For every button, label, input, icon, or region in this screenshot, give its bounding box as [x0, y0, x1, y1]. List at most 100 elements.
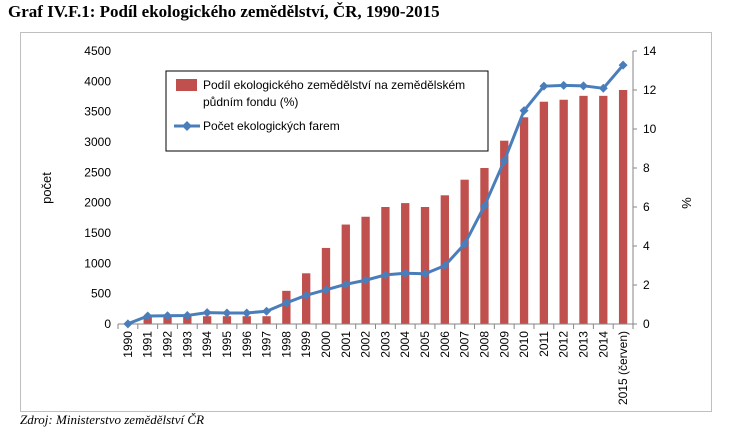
- line-point: [182, 310, 192, 320]
- right-axis-tick-label: 12: [643, 83, 657, 97]
- bar: [480, 168, 489, 324]
- left-axis-tick-label: 4000: [84, 74, 111, 88]
- right-axis-tick-label: 8: [643, 161, 650, 175]
- bar: [222, 316, 232, 324]
- x-axis-tick-label: 2002: [359, 331, 373, 358]
- bar: [579, 95, 588, 324]
- x-axis-tick-label: 1998: [279, 331, 293, 358]
- line-point: [321, 285, 331, 295]
- x-axis-tick-label: 2013: [576, 331, 590, 358]
- x-axis-tick-label: 1990: [121, 331, 135, 358]
- line-point: [400, 268, 410, 278]
- bar: [618, 90, 628, 324]
- bar: [262, 316, 271, 324]
- line-point: [578, 81, 588, 91]
- x-axis-tick-label: 1993: [180, 331, 194, 358]
- right-axis-tick-label: 2: [643, 278, 650, 292]
- bar: [539, 101, 549, 324]
- x-axis-tick-label: 2014: [596, 331, 610, 358]
- left-axis-tick-label: 1500: [84, 226, 111, 240]
- left-axis-tick-label: 0: [104, 317, 111, 331]
- bar: [401, 203, 410, 324]
- legend-bar-swatch: [176, 79, 197, 91]
- line-point: [202, 308, 212, 318]
- line-point: [123, 319, 133, 329]
- bar: [202, 316, 212, 324]
- chart-frame: 0 500 1000 1500 2000 2500 3000 3500 4000 4500 0 2 4 6…: [20, 32, 712, 412]
- line-point: [222, 308, 232, 318]
- bar: [282, 290, 291, 324]
- line-point: [539, 81, 549, 91]
- x-axis-tick-label: 2007: [458, 331, 472, 358]
- chart-svg: 0 500 1000 1500 2000 2500 3000 3500 4000 4500 0 2 4 6…: [39, 44, 694, 405]
- x-axis-tick-label: 2009: [497, 331, 511, 358]
- bar: [519, 117, 529, 324]
- bar: [183, 316, 192, 324]
- right-axis-tick-label: 6: [643, 200, 650, 214]
- bar: [599, 95, 608, 324]
- legend-line-label: Počet ekologických farem: [203, 119, 340, 133]
- x-axis-tick-label: 1991: [141, 331, 155, 358]
- legend-line-marker: [182, 121, 192, 131]
- x-axis-tick-label: 2008: [477, 331, 491, 358]
- x-axis-tick-label: 2006: [438, 331, 452, 358]
- left-axis-tick-label: 1000: [84, 256, 111, 270]
- left-axis-title: počet: [39, 172, 54, 204]
- legend-bar-label-line1: Podíl ekologického zemědělství na zemědě…: [203, 78, 465, 92]
- x-axis-tick-label: 1995: [220, 331, 234, 358]
- bar: [420, 207, 430, 324]
- bar: [559, 99, 568, 324]
- x-axis-tick-label: 1997: [260, 331, 274, 358]
- x-axis-tick-label: 1994: [200, 331, 214, 358]
- bar: [361, 216, 370, 324]
- line-point: [341, 279, 351, 289]
- line-point: [281, 298, 291, 308]
- left-axis-tick-label: 2500: [84, 165, 111, 179]
- x-axis-tick-label: 2015 (červen): [616, 331, 630, 405]
- x-axis-tick-label: 2010: [517, 331, 531, 358]
- line-point: [420, 269, 430, 279]
- line-point: [380, 270, 390, 280]
- x-axis-tick-label: 2005: [418, 331, 432, 358]
- line-point: [618, 60, 628, 70]
- bar: [440, 195, 449, 324]
- bar: [341, 224, 350, 324]
- legend-bar-label-line2: půdním fondu (%): [203, 95, 298, 109]
- x-axis-tick-label: 1996: [240, 331, 254, 358]
- line-point: [262, 306, 272, 316]
- line-point: [163, 311, 173, 321]
- x-axis-tick-label: 2012: [557, 331, 571, 358]
- x-axis-tick-label: 2000: [319, 331, 333, 358]
- x-axis-tick-label: 2011: [537, 331, 551, 357]
- x-axis-tick-label: 1992: [161, 331, 175, 358]
- right-axis-tick-label: 0: [643, 317, 650, 331]
- line-point: [598, 83, 608, 93]
- left-axis-tick-label: 3500: [84, 105, 111, 119]
- bar: [500, 140, 509, 324]
- left-axis-tick-label: 4500: [84, 44, 111, 58]
- line-point: [559, 80, 569, 90]
- left-axis-tick-label: 2000: [84, 196, 111, 210]
- bar: [381, 207, 390, 324]
- x-axis-tick-label: 2004: [398, 331, 412, 358]
- right-axis-tick-label: 10: [643, 122, 657, 136]
- line-point: [460, 239, 470, 249]
- bar: [460, 179, 469, 324]
- left-axis-tick-label: 3000: [84, 135, 111, 149]
- legend-box: [165, 70, 489, 152]
- line-point: [479, 201, 489, 211]
- right-axis-tick-label: 4: [643, 239, 650, 253]
- right-axis-title: %: [679, 197, 694, 209]
- line-point: [301, 290, 311, 300]
- left-axis-tick-label: 500: [91, 287, 111, 301]
- source-note: Zdroj: Ministerstvo zemědělství ČR: [20, 412, 205, 427]
- line-point: [242, 308, 252, 318]
- x-axis-tick-label: 1999: [299, 331, 313, 358]
- line-point: [519, 106, 529, 116]
- line-point: [361, 275, 371, 285]
- x-axis-tick-label: 2001: [339, 331, 353, 358]
- line-point: [143, 311, 153, 321]
- line-point: [499, 156, 509, 166]
- line-point: [440, 261, 450, 271]
- bar: [242, 316, 251, 324]
